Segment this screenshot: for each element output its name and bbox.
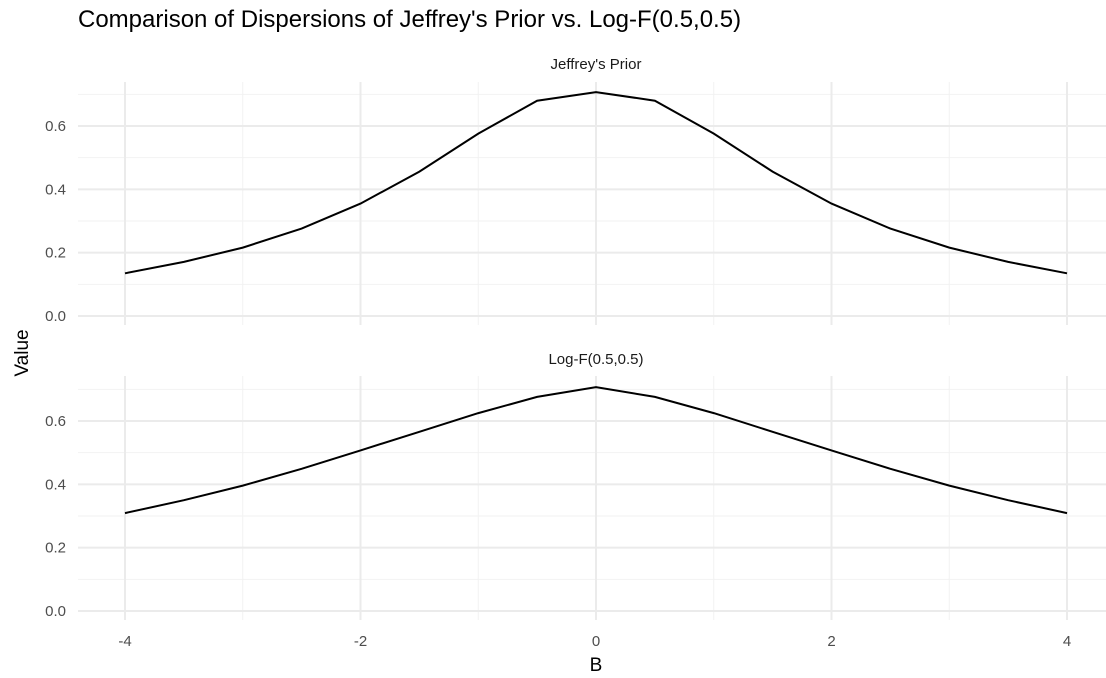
y-tick-label: 0.4 <box>45 476 66 493</box>
y-tick-label: 0.6 <box>45 413 66 430</box>
y-tick-label: 0.2 <box>45 540 66 557</box>
x-tick-labels: -4 -2 0 2 4 <box>118 633 1071 650</box>
panel-gridlines <box>78 376 1106 620</box>
x-tick-label: 2 <box>827 633 835 650</box>
y-tick-labels: 0.0 0.2 0.4 0.6 <box>45 118 66 325</box>
y-axis-title: Value <box>12 329 33 376</box>
y-tick-label: 0.4 <box>45 181 66 198</box>
x-tick-label: 4 <box>1063 633 1071 650</box>
facet-strip-label: Jeffrey's Prior <box>551 56 642 73</box>
x-tick-label: -2 <box>354 633 367 650</box>
x-axis-title: B <box>590 655 603 676</box>
chart-title: Comparison of Dispersions of Jeffrey's P… <box>78 6 741 33</box>
series-line-log-f <box>124 386 1068 515</box>
y-tick-labels: 0.0 0.2 0.4 0.6 <box>45 413 66 620</box>
panel-gridlines <box>78 82 1106 325</box>
facet-panel-jeffreys-prior: Jeffrey's Prior 0.0 0.2 0.4 0.6 <box>45 56 1106 325</box>
facet-panel-log-f: Log-F(0.5,0.5) 0.0 0.2 0.4 0.6 <box>45 351 1106 620</box>
facet-strip-label: Log-F(0.5,0.5) <box>548 351 643 368</box>
y-tick-label: 0.2 <box>45 245 66 262</box>
series-line-jeffreys-prior <box>124 91 1068 275</box>
x-tick-label: 0 <box>592 633 600 650</box>
x-tick-label: -4 <box>118 633 131 650</box>
y-tick-label: 0.6 <box>45 118 66 135</box>
y-tick-label: 0.0 <box>45 308 66 325</box>
y-tick-label: 0.0 <box>45 603 66 620</box>
